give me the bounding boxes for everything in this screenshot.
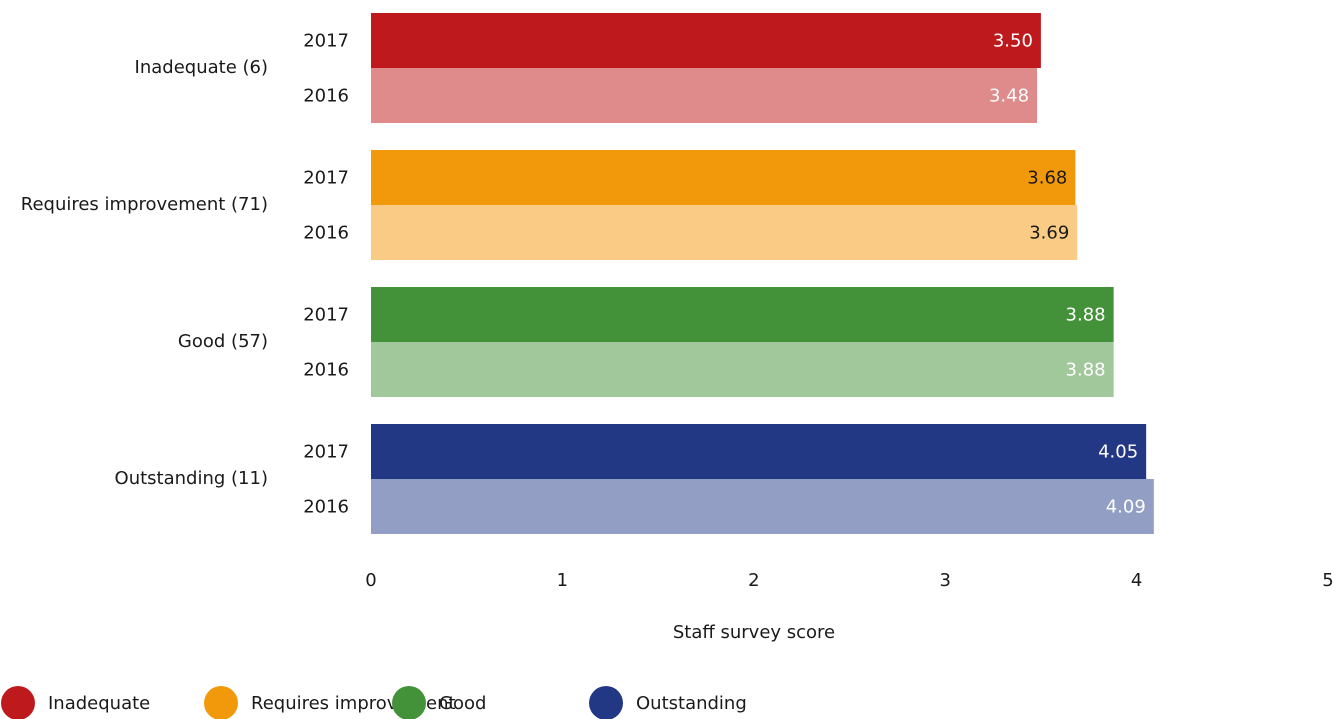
category-label: Good (57) bbox=[178, 331, 268, 352]
value-label: 4.05 bbox=[1098, 442, 1138, 463]
bar bbox=[371, 342, 1114, 397]
legend-swatch bbox=[1, 686, 35, 719]
x-tick-label: 0 bbox=[365, 570, 376, 591]
value-label: 3.88 bbox=[1066, 360, 1106, 381]
x-tick-label: 3 bbox=[939, 570, 950, 591]
bar bbox=[371, 287, 1114, 342]
series-label: 2016 bbox=[303, 497, 349, 518]
legend-swatch bbox=[204, 686, 238, 719]
bar bbox=[371, 13, 1041, 68]
series-label: 2017 bbox=[303, 442, 349, 463]
series-label: 2017 bbox=[303, 305, 349, 326]
x-tick-label: 5 bbox=[1322, 570, 1333, 591]
bar bbox=[371, 68, 1038, 123]
value-label: 3.88 bbox=[1066, 305, 1106, 326]
value-label: 3.50 bbox=[993, 31, 1033, 52]
series-label: 2016 bbox=[303, 223, 349, 244]
series-label: 2017 bbox=[303, 31, 349, 52]
value-label: 3.68 bbox=[1027, 168, 1067, 189]
category-label: Outstanding (11) bbox=[115, 468, 268, 489]
category-label: Inadequate (6) bbox=[135, 57, 268, 78]
bar bbox=[371, 424, 1147, 479]
bar bbox=[371, 205, 1078, 260]
legend-label: Outstanding bbox=[636, 693, 747, 714]
value-label: 4.09 bbox=[1106, 497, 1146, 518]
x-tick-label: 1 bbox=[557, 570, 568, 591]
series-label: 2016 bbox=[303, 360, 349, 381]
bar bbox=[371, 479, 1154, 534]
legend-swatch bbox=[589, 686, 623, 719]
legend-swatch bbox=[392, 686, 426, 719]
value-label: 3.48 bbox=[989, 86, 1029, 107]
x-tick-label: 4 bbox=[1131, 570, 1142, 591]
series-label: 2016 bbox=[303, 86, 349, 107]
bar bbox=[371, 150, 1076, 205]
series-label: 2017 bbox=[303, 168, 349, 189]
category-label: Requires improvement (71) bbox=[21, 194, 268, 215]
value-label: 3.69 bbox=[1029, 223, 1069, 244]
x-axis-title: Staff survey score bbox=[673, 622, 835, 643]
legend-label: Good bbox=[439, 693, 486, 714]
x-tick-label: 2 bbox=[748, 570, 759, 591]
legend-label: Inadequate bbox=[48, 693, 150, 714]
